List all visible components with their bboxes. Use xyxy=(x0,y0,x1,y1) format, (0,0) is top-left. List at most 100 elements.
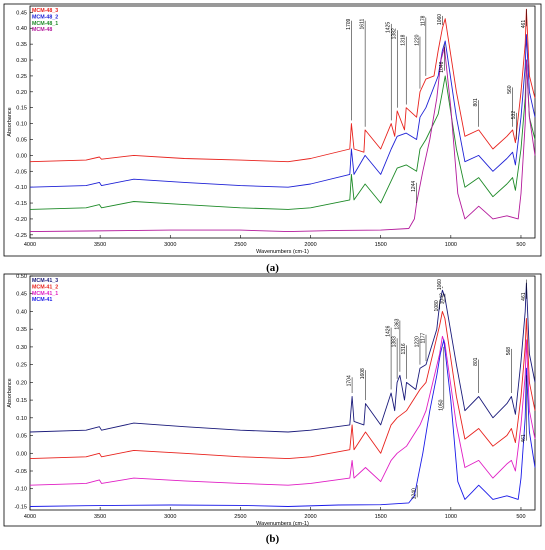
annotation-label: 1042 xyxy=(439,293,445,304)
y-axis-label: Absorbance xyxy=(7,107,13,136)
plot-area xyxy=(29,5,536,239)
legend-entry: MCM-41 xyxy=(32,297,52,303)
y-tick-label: -0.15 xyxy=(14,504,27,510)
x-tick-label: 1000 xyxy=(445,242,457,248)
series-line xyxy=(29,8,536,163)
y-tick-label: 0.35 xyxy=(16,327,27,333)
y-tick-label: 0.25 xyxy=(16,363,27,369)
annotation-label: 1316 xyxy=(401,343,407,354)
annotation-label: 461 xyxy=(521,20,527,29)
panel-b-caption: (b) xyxy=(265,533,280,545)
y-tick-label: 0.50 xyxy=(16,274,27,280)
annotation-label: 1060 xyxy=(437,279,443,290)
annotation-label: 1382 xyxy=(392,28,398,39)
x-axis-label: Wavenumbers (cm-1) xyxy=(256,521,309,527)
y-tick-label: 0.10 xyxy=(16,416,27,422)
x-tick-label: 2000 xyxy=(304,514,316,520)
y-tick-label: 0.10 xyxy=(16,122,27,128)
y-tick-label: 0.35 xyxy=(16,42,27,48)
y-tick-label: 0.15 xyxy=(16,106,27,112)
annotation-label: 1425 xyxy=(386,22,392,33)
x-tick-label: 2000 xyxy=(304,242,316,248)
x-tick-label: 1500 xyxy=(375,242,387,248)
y-tick-label: 0.05 xyxy=(16,137,27,143)
y-tick-label: -0.05 xyxy=(14,469,27,475)
x-tick-label: 3500 xyxy=(94,242,106,248)
x-tick-label: 4000 xyxy=(24,242,36,248)
annotation-label: 1704 xyxy=(347,375,353,386)
series-line xyxy=(29,34,536,188)
y-tick-label: 0.45 xyxy=(16,292,27,298)
x-tick-label: 2500 xyxy=(234,242,246,248)
y-tick-label: 0.00 xyxy=(16,451,27,457)
panel-a-caption: (a) xyxy=(266,262,279,274)
annotation-label: 532 xyxy=(511,111,517,120)
series-line xyxy=(29,282,536,433)
annotation-label: 1709 xyxy=(346,18,352,29)
y-tick-label: 0.20 xyxy=(16,90,27,96)
legend-entry: MCM-41_3 xyxy=(32,278,58,284)
annotation-label: 1177 xyxy=(421,333,427,344)
y-tick-label: 0.20 xyxy=(16,380,27,386)
y-tick-label: 0.40 xyxy=(16,309,27,315)
annotation-label: 1060 xyxy=(437,14,443,25)
panel-b-chart: 0.50 0.45 0.40 0.35 0.30 0.25 0.20 0.15 0.10 0.05… xyxy=(3,273,542,527)
series-line xyxy=(29,335,536,486)
x-tick-label: 2500 xyxy=(234,514,246,520)
x-tick-label: 500 xyxy=(516,242,525,248)
x-tick-label: 4000 xyxy=(24,514,36,520)
annotation-label: 1220 xyxy=(414,336,420,347)
x-tick-label: 500 xyxy=(516,514,525,520)
annotation-label: 1318 xyxy=(401,34,407,45)
annotation-label: 801 xyxy=(473,357,479,366)
y-tick-label: -0.25 xyxy=(14,233,27,239)
panel-frame xyxy=(3,273,542,527)
annotation-label: 1383 xyxy=(392,336,398,347)
annotation-label: 560 xyxy=(507,85,513,94)
annotation-label: 1240 xyxy=(412,488,418,499)
legend-entry: MCM-48_2 xyxy=(32,14,58,20)
y-tick-label: -0.20 xyxy=(14,217,27,223)
annotation-label: 1046 xyxy=(439,61,445,72)
y-tick-label: 0.05 xyxy=(16,434,27,440)
y-tick-label: 0.15 xyxy=(16,398,27,404)
plot-area xyxy=(29,275,536,511)
annotation-label: 801 xyxy=(473,98,479,107)
series-line xyxy=(29,311,536,460)
annotation-label: 461 xyxy=(521,292,527,301)
annotation-label: 1220 xyxy=(414,34,420,45)
series-line xyxy=(29,59,536,210)
y-axis-label: Absorbance xyxy=(7,378,13,407)
x-tick-label: 3500 xyxy=(94,514,106,520)
legend-entry: MCM-48 xyxy=(32,27,52,33)
y-tick-label: -0.15 xyxy=(14,201,27,207)
panel-a-chart: 0.45 0.40 0.35 0.30 0.25 0.20 0.15 0.10 0.05 0.00… xyxy=(3,3,542,257)
y-tick-label: 0.30 xyxy=(16,58,27,64)
y-tick-label: 0.45 xyxy=(16,10,27,16)
annotation-label: 568 xyxy=(506,347,512,356)
x-tick-label: 3000 xyxy=(164,242,176,248)
y-tick-label: 0.00 xyxy=(16,153,27,159)
legend-entry: MCM-48_1 xyxy=(32,21,58,27)
y-tick-label: -0.10 xyxy=(14,487,27,493)
y-tick-label: -0.05 xyxy=(14,169,27,175)
legend-entry: MCM-48_3 xyxy=(32,8,58,14)
annotation-label: 1178 xyxy=(420,15,426,26)
panel-frame xyxy=(3,3,542,257)
annotation-label: 1080 xyxy=(434,300,440,311)
annotation-label: 1426 xyxy=(386,325,392,336)
annotation-label: 1244 xyxy=(411,181,417,192)
x-tick-label: 3000 xyxy=(164,514,176,520)
annotation-label: 1611 xyxy=(360,19,366,30)
x-tick-label: 1000 xyxy=(445,514,457,520)
y-tick-label: -0.10 xyxy=(14,185,27,191)
x-tick-label: 1500 xyxy=(375,514,387,520)
x-axis-label: Wavenumbers (cm-1) xyxy=(256,249,309,255)
annotation-label: 1363 xyxy=(394,318,400,329)
y-tick-label: 0.30 xyxy=(16,345,27,351)
y-tick-label: 0.25 xyxy=(16,74,27,80)
annotation-label: 461 xyxy=(521,434,527,443)
y-tick-label: 0.40 xyxy=(16,26,27,32)
annotation-label: 1608 xyxy=(360,368,366,379)
